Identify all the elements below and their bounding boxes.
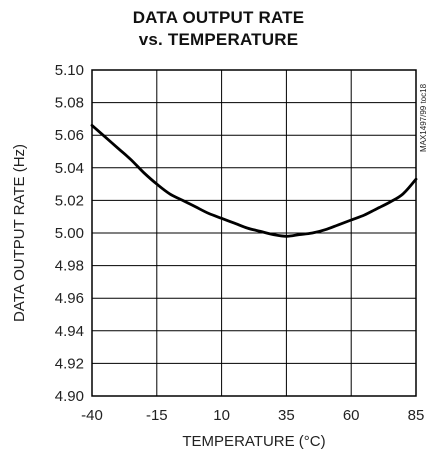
y-tick-label: 4.94 [55, 323, 84, 340]
chart-title-line1: DATA OUTPUT RATE [132, 8, 305, 27]
x-tick-label: 60 [343, 407, 360, 424]
y-tick-labels: 5.10 5.08 5.06 5.04 5.02 5.00 4.98 4.96 4.94 4.92… [55, 62, 84, 405]
y-tick-label: 5.10 [55, 62, 84, 79]
y-tick-label: 5.00 [55, 225, 84, 242]
y-tick-label: 4.92 [55, 355, 84, 372]
x-tick-label: -15 [146, 407, 168, 424]
grid [91, 69, 417, 397]
y-tick-label: 4.96 [55, 290, 84, 307]
chart-title-line2: vs. TEMPERATURE [138, 30, 299, 49]
x-tick-label: 10 [213, 407, 230, 424]
x-tick-labels: -40 -15 10 35 60 85 [81, 407, 424, 424]
y-tick-label: 5.08 [55, 95, 84, 112]
series-line [90, 124, 418, 238]
y-tick-label: 5.06 [55, 127, 84, 144]
plot-frame [91, 69, 417, 397]
x-tick-label: 85 [408, 407, 425, 424]
y-tick-label: 5.04 [55, 160, 84, 177]
y-axis-label: DATA OUTPUT RATE (Hz) [11, 144, 28, 322]
y-tick-label: 5.02 [55, 192, 84, 209]
x-tick-label: -40 [81, 407, 103, 424]
x-axis-label: TEMPERATURE (°C) [182, 433, 325, 450]
x-tick-label: 35 [278, 407, 295, 424]
figure-code: MAX1497/99 toc18 [419, 83, 428, 152]
y-tick-label: 4.98 [55, 258, 84, 275]
y-tick-label: 4.90 [55, 388, 84, 405]
